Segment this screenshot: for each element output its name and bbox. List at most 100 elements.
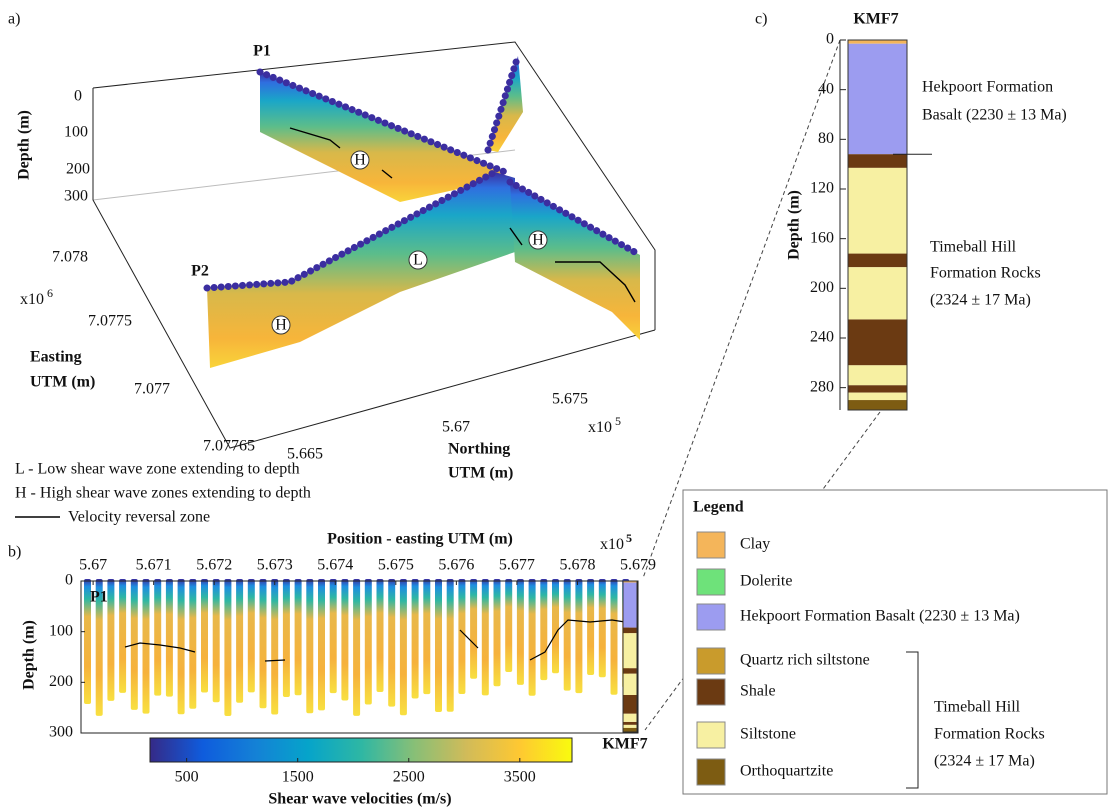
note: Velocity reversal zone — [68, 509, 210, 526]
velocity-column — [107, 579, 114, 701]
legend-swatch — [697, 722, 725, 748]
well-label: KMF7 — [853, 11, 898, 28]
multiplier-exponent: 5 — [615, 414, 621, 428]
y-tick-label: 300 — [49, 724, 73, 741]
multiplier: x105 — [600, 531, 632, 553]
reversal-line — [265, 660, 285, 661]
zone-label: H — [354, 152, 366, 169]
lithology-layer — [848, 154, 907, 168]
velocity-column — [458, 579, 465, 694]
velocity-column — [353, 579, 360, 716]
velocity-column — [611, 579, 618, 695]
well-label: KMF7 — [602, 736, 647, 753]
x-tick-label: 5.679 — [620, 557, 656, 574]
panel-a: a) H L H H P1 P2 Depth (m) 0 100 200 300… — [8, 11, 655, 526]
velocity-column — [189, 579, 196, 709]
y-tick-label: 100 — [49, 622, 73, 639]
tick-label: 7.077 — [134, 381, 170, 398]
colorbar — [150, 738, 572, 762]
zone-label: H — [532, 232, 544, 249]
velocity-column — [330, 579, 337, 693]
x-tick-label: 5.67 — [79, 557, 107, 574]
unit-note: Timeball Hill — [930, 239, 1017, 256]
tick-label: 0 — [74, 88, 82, 105]
tick-label: 7.0775 — [88, 313, 132, 330]
velocity-column — [400, 579, 407, 715]
axis-title: UTM (m) — [448, 465, 513, 482]
velocity-column — [154, 579, 161, 696]
y-tick-label: 0 — [65, 572, 73, 589]
y-tick-label: 200 — [49, 673, 73, 690]
velocity-column — [435, 579, 442, 712]
velocity-column — [341, 579, 348, 700]
legend-label: Dolerite — [740, 573, 792, 590]
legend-swatch — [697, 569, 725, 595]
zone-label: L — [413, 252, 423, 269]
axis-title: Depth (m) — [786, 190, 803, 260]
lithology-layer — [623, 722, 637, 725]
lithology-layer — [848, 267, 907, 319]
x-tick-label: 5.677 — [499, 557, 535, 574]
velocity-column — [295, 579, 302, 695]
legend-title: Legend — [693, 499, 744, 516]
lithology-layer — [848, 44, 907, 155]
tick-label: 7.07765 — [203, 438, 255, 455]
tick-label: 5.675 — [552, 391, 588, 408]
lithology-layer — [848, 385, 907, 392]
axis-title: Depth (m) — [16, 110, 33, 180]
tick-label: 100 — [64, 124, 88, 141]
y-tick-label: 200 — [810, 279, 834, 296]
velocity-column — [599, 579, 606, 677]
velocity-column — [377, 579, 384, 692]
lithology-layer — [623, 674, 637, 695]
y-tick-label: 160 — [810, 229, 834, 246]
velocity-column — [248, 579, 255, 692]
x-tick-label: 5.674 — [317, 557, 353, 574]
unit-note: Basalt (2230 ± 13 Ma) — [922, 107, 1067, 124]
velocity-column — [575, 579, 582, 693]
velocity-column — [283, 579, 290, 697]
velocity-column — [143, 579, 150, 714]
panel-label: c) — [755, 11, 767, 28]
panel-label: b) — [8, 544, 21, 561]
tick-label: 7.078 — [52, 249, 88, 266]
legend-label: Hekpoort Formation Basalt (2230 ± 13 Ma) — [740, 608, 1020, 625]
velocity-column — [494, 579, 501, 686]
multiplier-base: x10 — [600, 536, 624, 553]
velocity-column — [529, 579, 536, 696]
velocity-column — [236, 579, 243, 703]
velocity-column — [587, 579, 594, 675]
lithology-layer — [848, 365, 907, 385]
multiplier-base: x10 — [20, 291, 44, 308]
legend-label: Quartz rich siltstone — [740, 652, 870, 669]
velocity-column — [470, 579, 477, 679]
tick-label: 5.67 — [442, 419, 470, 436]
lithology-layer — [848, 254, 907, 268]
lithology-layer — [848, 319, 907, 365]
lithology-layer — [848, 40, 907, 44]
note: L - Low shear wave zone extending to dep… — [15, 461, 300, 478]
lithology-layer — [848, 168, 907, 254]
axis-title: Depth (m) — [21, 620, 38, 690]
y-tick-label: 80 — [818, 130, 834, 147]
group-label: Formation Rocks — [934, 726, 1045, 743]
legend-label: Clay — [740, 536, 770, 553]
lithology-layer — [623, 725, 637, 728]
velocity-column — [447, 579, 454, 712]
legend-label: Orthoquartzite — [740, 763, 833, 780]
velocity-column — [564, 579, 571, 691]
colorbar-tick-label: 3500 — [504, 769, 536, 786]
velocity-column — [412, 579, 419, 699]
velocity-column — [271, 579, 278, 715]
x-tick-label: 5.676 — [438, 557, 474, 574]
colorbar-tick-label: 1500 — [282, 769, 314, 786]
axis-title: Easting — [30, 349, 82, 366]
velocity-column — [201, 579, 208, 692]
velocity-column — [482, 579, 489, 695]
tick-label: 200 — [66, 161, 90, 178]
lithology-layer — [848, 400, 907, 410]
colorbar-tick-label: 500 — [175, 769, 199, 786]
multiplier: x105 — [588, 414, 621, 436]
y-tick-label: 40 — [818, 80, 834, 97]
profile-p1 — [260, 72, 505, 202]
